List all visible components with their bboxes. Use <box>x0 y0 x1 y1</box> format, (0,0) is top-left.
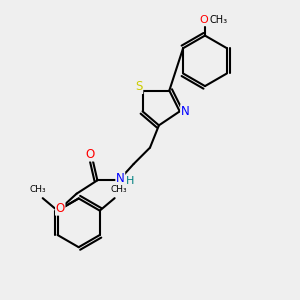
Text: N: N <box>181 105 189 118</box>
Text: H: H <box>126 176 134 186</box>
Text: CH₃: CH₃ <box>30 185 46 194</box>
Text: O: O <box>56 202 65 215</box>
Text: S: S <box>135 80 143 94</box>
Text: O: O <box>199 15 208 25</box>
Text: CH₃: CH₃ <box>209 15 227 25</box>
Text: N: N <box>116 172 125 185</box>
Text: CH₃: CH₃ <box>111 185 128 194</box>
Text: O: O <box>85 148 94 161</box>
